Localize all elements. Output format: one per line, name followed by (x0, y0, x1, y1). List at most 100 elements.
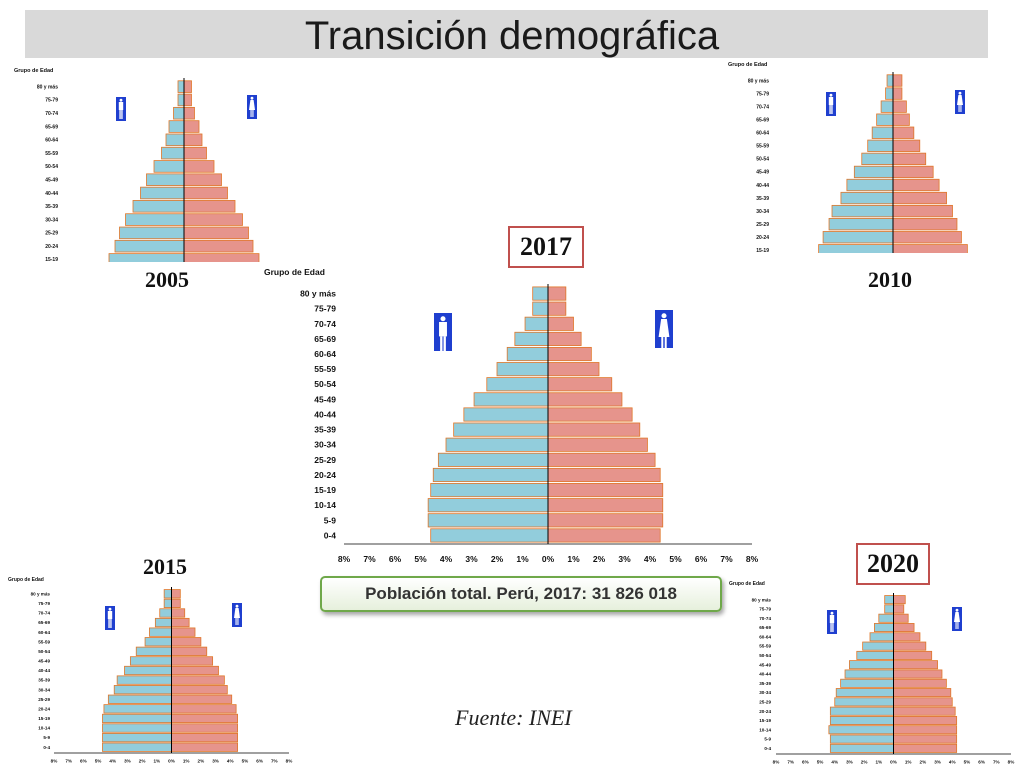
age-group-label: 30-34 (759, 690, 771, 695)
age-group-label: 35-39 (759, 681, 771, 686)
age-group-label: 80 y más (31, 591, 51, 596)
female-bar (892, 218, 958, 231)
x-tick-label: 8% (746, 554, 759, 564)
male-bar (144, 637, 172, 647)
x-tick-label: 7% (993, 760, 1000, 765)
male-bar (153, 160, 185, 173)
x-tick-label: 5% (95, 759, 102, 764)
age-group-label: 45-49 (45, 177, 58, 183)
age-group-label: 45-49 (759, 662, 771, 667)
female-bar (893, 734, 958, 744)
male-bar (835, 688, 894, 698)
age-group-label: 55-59 (759, 644, 771, 649)
x-tick-label: 7% (787, 760, 794, 765)
male-bar (427, 498, 549, 513)
male-bar (861, 152, 894, 166)
male-bar (829, 706, 894, 716)
female-bar (183, 253, 260, 262)
male-bar (129, 656, 172, 666)
age-group-label: 15-19 (759, 718, 771, 723)
male-bar (884, 604, 894, 614)
male-bar (154, 617, 172, 628)
male-bar (831, 204, 894, 218)
age-group-label: 80 y más (37, 84, 58, 90)
age-group-label: 80 y más (300, 289, 336, 299)
population-total-banner: Población total. Perú, 2017: 31 826 018 (320, 576, 722, 612)
x-tick-label: 6% (695, 554, 708, 564)
age-group-label: 65-69 (45, 124, 58, 130)
x-tick-label: 7% (271, 759, 278, 764)
male-bar (125, 213, 185, 226)
female-bar (893, 697, 953, 707)
male-bar (114, 239, 185, 253)
male-figure-icon (434, 313, 452, 353)
female-bar (183, 133, 203, 147)
age-group-label: 50-54 (314, 379, 336, 389)
male-figure-icon (116, 97, 126, 121)
female-bar (892, 126, 915, 139)
female-bar (183, 106, 195, 120)
x-tick-label: 1% (905, 760, 912, 765)
female-bar (183, 239, 254, 253)
x-tick-label: 2% (861, 760, 868, 765)
male-bar (108, 253, 185, 262)
x-tick-label: 1% (153, 759, 160, 764)
male-bar (532, 286, 549, 301)
female-bar (893, 706, 956, 716)
x-tick-label: 5% (414, 554, 427, 564)
age-group-label: 0-4 (324, 530, 337, 540)
x-tick-label: 5% (817, 760, 824, 765)
age-group-label: 40-44 (38, 668, 50, 673)
male-bar (146, 173, 185, 186)
male-bar (846, 178, 894, 192)
age-group-label: 70-74 (759, 616, 771, 621)
age-group-label: 75-79 (38, 601, 50, 606)
female-bar (893, 623, 915, 633)
male-bar (834, 697, 894, 707)
male-bar (532, 301, 549, 316)
x-tick-label: 4% (644, 554, 657, 564)
age-group-label: 35-39 (756, 196, 769, 202)
age-group-label: 5-9 (43, 735, 50, 740)
x-tick-label: 3% (465, 554, 478, 564)
x-tick-label: 1% (567, 554, 580, 564)
female-bar (171, 675, 225, 685)
female-bar (547, 528, 661, 543)
age-group-label: 75-79 (314, 304, 336, 314)
female-bar (547, 286, 567, 301)
female-bar (171, 742, 238, 752)
x-tick-label: 2% (593, 554, 606, 564)
age-group-label: 20-24 (756, 235, 769, 241)
female-figure-icon (247, 95, 257, 119)
male-bar (829, 743, 894, 753)
x-tick-label: 8% (286, 759, 293, 764)
pyramid-chart-2020: Grupo de Edad 0-4 5-9 10-14 15-19 20-24 25-29 3… (729, 581, 1014, 765)
female-bar (171, 598, 181, 609)
pyramid-chart-2015: Grupo de Edad 0-4 5-9 10-14 15-19 20-24 25-29 3… (8, 577, 293, 764)
male-bar (828, 725, 894, 735)
x-tick-label: 3% (124, 759, 131, 764)
age-group-label: 45-49 (38, 659, 50, 664)
female-bar (547, 452, 656, 467)
male-bar (168, 120, 185, 133)
male-bar (867, 139, 894, 152)
female-bar (183, 93, 192, 107)
age-group-label: 80 y más (752, 597, 772, 602)
female-bar (183, 120, 200, 133)
x-tick-label: 5% (242, 759, 249, 764)
age-group-label: 10-14 (759, 727, 771, 732)
male-bar (876, 113, 894, 126)
female-bar (171, 617, 190, 628)
x-tick-label: 0% (542, 554, 555, 564)
age-group-label: 30-34 (756, 209, 769, 215)
x-tick-label: 2% (920, 760, 927, 765)
female-bar (892, 178, 940, 192)
source-note: Fuente: INEI (455, 705, 572, 730)
male-bar (514, 331, 549, 346)
x-tick-label: 8% (338, 554, 351, 564)
age-group-label: 75-79 (756, 91, 769, 97)
male-bar (140, 186, 185, 200)
female-bar (171, 723, 238, 733)
age-group-label: 25-29 (45, 231, 58, 237)
female-bar (171, 589, 181, 599)
